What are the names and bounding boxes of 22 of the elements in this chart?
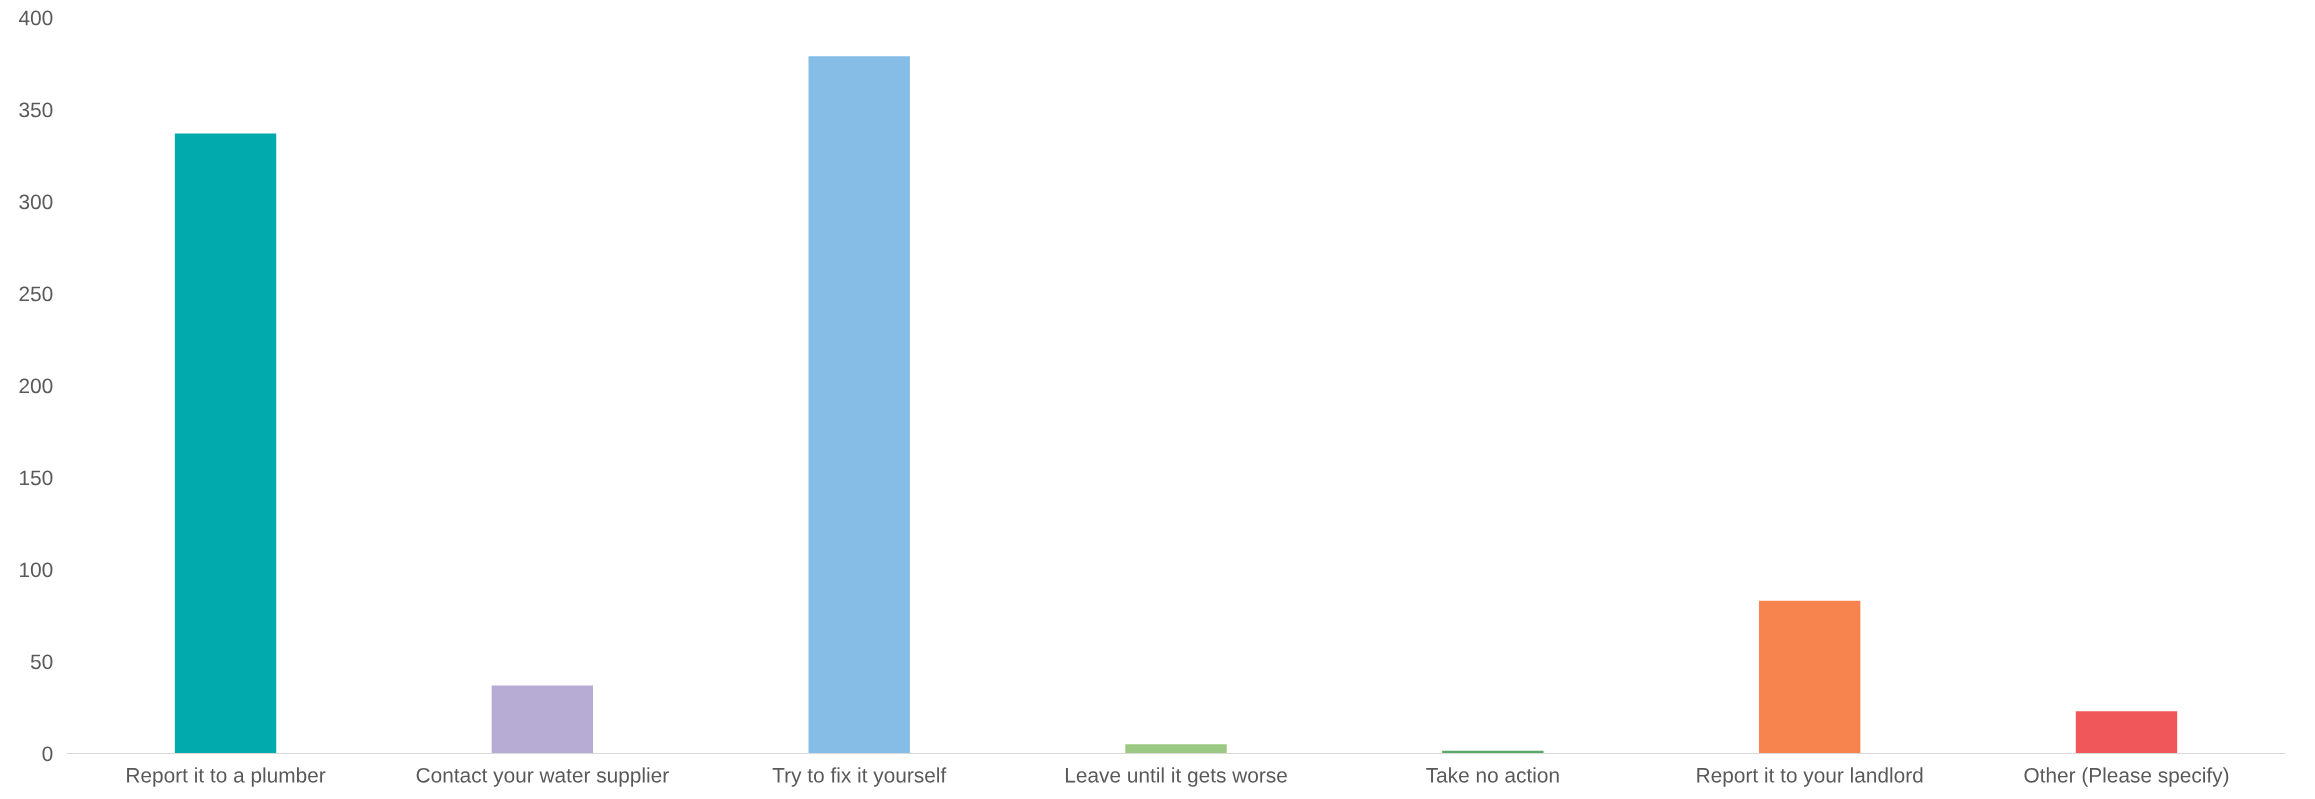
- y-tick-label: 350: [19, 102, 53, 118]
- y-tick-label: 200: [19, 378, 53, 394]
- bar: [1758, 600, 1861, 754]
- bar: [174, 133, 277, 754]
- y-tick-label: 50: [30, 654, 53, 670]
- y-tick-label: 250: [19, 286, 53, 302]
- x-tick-label: Leave until it gets worse: [1065, 767, 1287, 787]
- bar: [808, 56, 910, 754]
- bar: [491, 685, 594, 754]
- y-tick-label: 400: [18, 10, 53, 26]
- y-tick-label: 300: [19, 194, 53, 210]
- x-tick-label: Report it to a plumber: [127, 767, 326, 787]
- bar: [2075, 711, 2178, 754]
- y-tick-label: 0: [42, 746, 53, 762]
- x-tick-label: Contact your water supplier: [416, 767, 669, 787]
- x-tick-label: Take no action: [1426, 767, 1559, 783]
- x-tick-label: Other (Please specify): [2024, 767, 2229, 787]
- y-tick-label: 100: [20, 562, 53, 578]
- y-tick-label: 150: [20, 470, 53, 486]
- x-tick-label: Report it to your landlord: [1697, 767, 1923, 787]
- bar: [1125, 744, 1227, 754]
- x-tick-label: Try to fix it yourself: [772, 767, 947, 787]
